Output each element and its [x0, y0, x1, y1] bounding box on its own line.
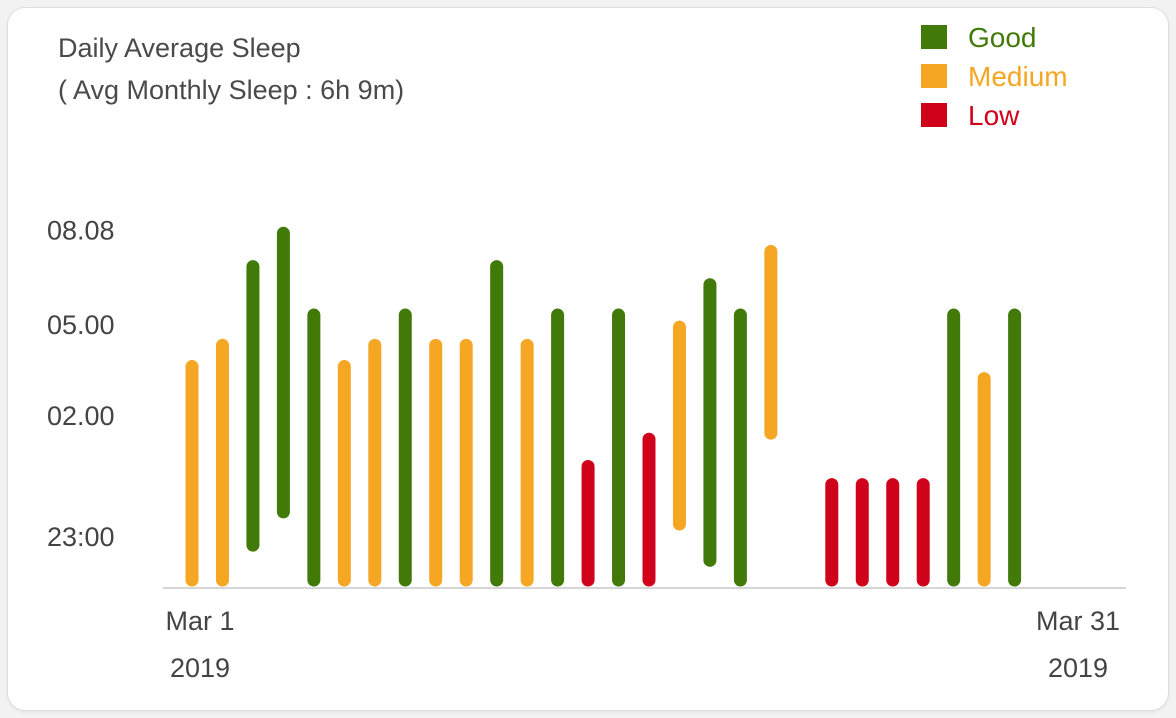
x-tick-label: Mar 31 — [1036, 606, 1120, 636]
y-tick-label: 23:00 — [47, 522, 115, 552]
y-tick-label: 05.00 — [47, 310, 115, 340]
chart-title: Daily Average Sleep — [58, 33, 301, 63]
chart-subtitle: ( Avg Monthly Sleep : 6h 9m) — [58, 75, 404, 105]
y-tick-label: 08.08 — [47, 215, 115, 245]
legend-label-medium: Medium — [968, 61, 1068, 92]
y-tick-label: 02.00 — [47, 401, 115, 431]
legend: Good Medium Low — [921, 22, 1068, 131]
bars — [185, 226, 1022, 587]
x-tick-label: Mar 1 — [165, 606, 234, 636]
x-tick-sublabel: 2019 — [1048, 653, 1108, 683]
x-tick-sublabel: 2019 — [170, 653, 230, 683]
legend-swatch-low — [921, 103, 947, 127]
legend-label-good: Good — [968, 22, 1037, 53]
legend-swatch-good — [921, 25, 947, 49]
legend-swatch-medium — [921, 64, 947, 88]
chart-card — [7, 7, 1169, 711]
y-axis-ticks: 08.08 05.00 02.00 23:00 — [47, 215, 115, 552]
legend-label-low: Low — [968, 100, 1020, 131]
x-axis-ticks: Mar 1 2019 Mar 31 2019 — [165, 606, 1120, 683]
